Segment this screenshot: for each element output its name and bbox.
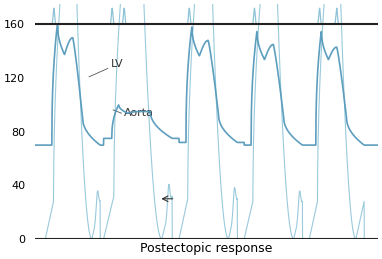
Text: LV: LV [110, 59, 123, 69]
Text: Aorta: Aorta [124, 107, 154, 118]
X-axis label: Postectopic response: Postectopic response [140, 242, 273, 255]
